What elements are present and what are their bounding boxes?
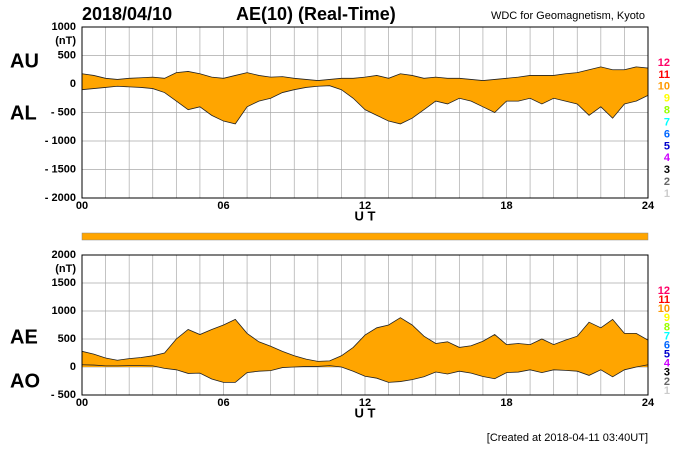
station-count: 8 [664, 321, 670, 333]
x-axis-label: U T [355, 405, 376, 420]
station-count: 8 [664, 105, 670, 117]
x-tick-label: 18 [500, 397, 512, 409]
x-tick-label: 24 [642, 397, 655, 409]
x-axis-label: U T [355, 208, 376, 223]
x-tick-label: 00 [76, 397, 88, 409]
station-count: 12 [658, 57, 670, 69]
series-line [81, 85, 649, 125]
station-count: 1 [664, 385, 670, 397]
y-tick-label: - 500 [51, 389, 76, 401]
series-name: AU [10, 50, 39, 72]
station-count: 7 [664, 330, 670, 342]
station-count: 6 [664, 339, 670, 351]
station-count: 3 [664, 164, 670, 176]
series-line [81, 317, 649, 362]
station-count: 7 [664, 116, 670, 128]
series-line [81, 66, 649, 81]
station-count: 2 [664, 176, 670, 188]
y-tick-label: 500 [58, 49, 76, 61]
y-tick-label: 0 [70, 78, 76, 90]
station-count: 12 [658, 285, 670, 297]
x-tick-label: 12 [359, 200, 371, 212]
y-tick-label: 1000 [52, 305, 76, 317]
status-bar [81, 232, 649, 241]
y-tick-label: - 1000 [45, 135, 76, 147]
y-tick-label: - 1500 [45, 163, 76, 175]
station-count: 4 [664, 358, 671, 370]
y-tick-label: 0 [70, 361, 76, 373]
station-count: 11 [658, 69, 670, 81]
station-count: 6 [664, 128, 670, 140]
station-count: 9 [664, 312, 670, 324]
area-fill [82, 317, 648, 367]
x-tick-label: 06 [217, 200, 229, 212]
y-tick-label: 1500 [52, 277, 76, 289]
y-tick-label: 500 [58, 333, 76, 345]
station-count: 5 [664, 349, 670, 361]
series-line [81, 364, 649, 383]
y-tick-label: - 500 [51, 106, 76, 118]
station-count: 9 [664, 93, 670, 105]
area-fill [82, 84, 648, 124]
area-fill [82, 66, 648, 84]
y-axis-label: (nT) [55, 263, 76, 275]
y-tick-label: 2000 [52, 249, 76, 261]
source: WDC for Geomagnetism, Kyoto [491, 10, 645, 22]
series-name: AE [10, 326, 38, 348]
station-count: 10 [658, 81, 670, 93]
date: 2018/04/10 [82, 4, 172, 24]
station-count: 4 [664, 152, 671, 164]
area-fill [82, 364, 648, 383]
x-tick-label: 00 [76, 200, 88, 212]
station-count: 5 [664, 140, 670, 152]
plot-frame [81, 26, 649, 199]
x-tick-label: 06 [217, 397, 229, 409]
plot-frame [81, 254, 649, 396]
station-count: 1 [664, 188, 670, 200]
station-count: 10 [658, 303, 670, 315]
station-count: 11 [658, 294, 670, 306]
x-tick-label: 12 [359, 397, 371, 409]
x-tick-label: 24 [642, 200, 655, 212]
title: AE(10) (Real-Time) [236, 4, 396, 24]
station-count: 3 [664, 367, 670, 379]
y-axis-label: (nT) [55, 35, 76, 47]
created: [Created at 2018-04-11 03:40UT] [487, 432, 648, 444]
y-tick-label: - 2000 [45, 192, 76, 204]
x-tick-label: 18 [500, 200, 512, 212]
y-tick-label: 1000 [52, 21, 76, 33]
station-count: 2 [664, 376, 670, 388]
series-name: AL [10, 102, 37, 124]
series-name: AO [10, 370, 40, 392]
